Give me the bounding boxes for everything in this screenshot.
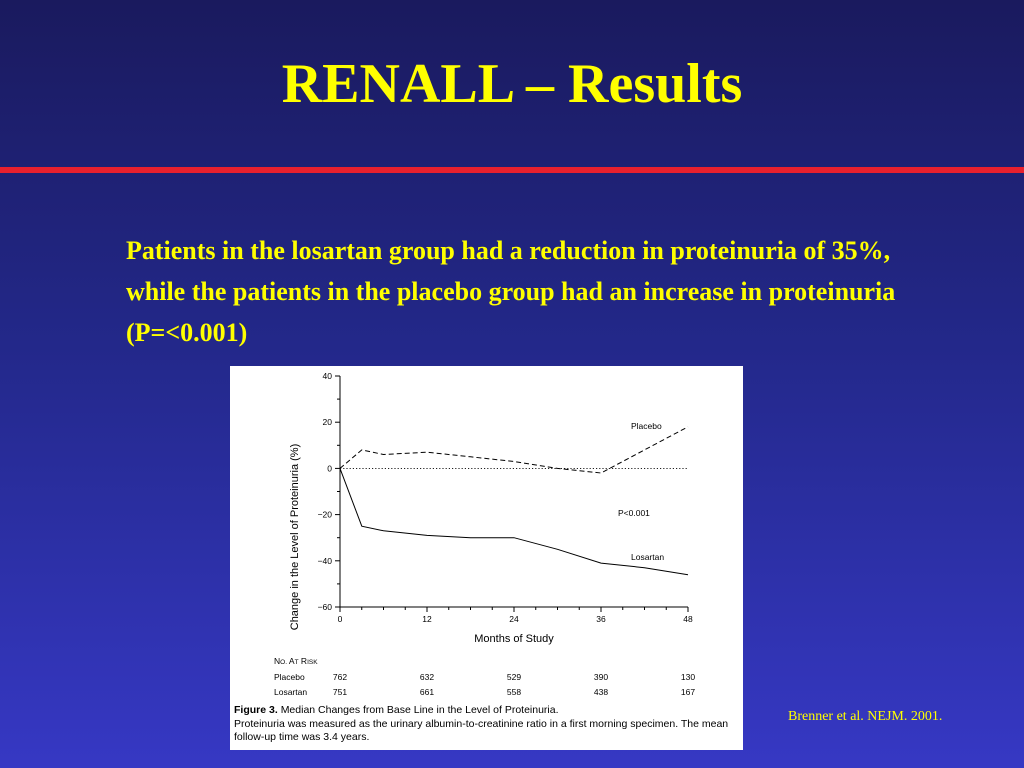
y-tick-label: −20: [318, 510, 333, 520]
placebo-series-line: [339, 426, 689, 474]
risk-table: Placebo 762 632 529 390 130 Losartan 751 661 558 4…: [274, 672, 695, 697]
x-tick-label: 12: [422, 614, 432, 624]
summary-text: Patients in the losartan group had a red…: [126, 236, 896, 347]
y-tick-label: 40: [323, 371, 333, 381]
losartan-legend-label: Losartan: [631, 552, 664, 562]
risk-cell: 390: [594, 672, 608, 682]
risk-cell: 762: [333, 672, 347, 682]
slide-title: RENALL – Results: [281, 53, 743, 115]
x-tick-label: 48: [683, 614, 693, 624]
risk-cell: 632: [420, 672, 434, 682]
x-tick-label: 36: [596, 614, 606, 624]
y-tick-label: 0: [327, 463, 332, 473]
figure-caption-title: Median Changes from Base Line in the Lev…: [280, 704, 559, 716]
citation: Brenner et al. NEJM. 2001.: [788, 709, 943, 724]
title-divider: [0, 167, 1024, 173]
risk-cell: 529: [507, 672, 521, 682]
risk-row-label: Placebo: [274, 672, 305, 682]
y-tick-label: 20: [323, 417, 333, 427]
risk-cell: 438: [594, 687, 608, 697]
risk-cell: 558: [507, 687, 521, 697]
risk-row-label: Losartan: [274, 687, 307, 697]
figure-caption-label: Figure 3.: [234, 704, 278, 716]
figure-caption-text: Proteinuria was measured as the urinary …: [234, 717, 729, 744]
x-tick-label: 0: [338, 614, 343, 624]
x-axis-label: Months of Study: [474, 633, 554, 645]
p-value-annotation: P<0.001: [618, 508, 650, 518]
risk-cell: 751: [333, 687, 347, 697]
figure-caption: Figure 3. Median Changes from Base Line …: [234, 704, 740, 745]
losartan-series-line: [339, 468, 689, 576]
x-tick-label: 24: [509, 614, 519, 624]
risk-cell: 167: [681, 687, 695, 697]
risk-table-header: NO. AT RISK: [274, 656, 318, 666]
y-tick-label: −60: [318, 602, 333, 612]
placebo-legend-label: Placebo: [631, 421, 662, 431]
risk-cell: 661: [420, 687, 434, 697]
series-layer: [339, 426, 689, 576]
y-tick-label: −40: [318, 556, 333, 566]
proteinuria-chart: 40 20 0 −20 −40 −60 0 12 24 36 48 Change in the Le…: [274, 371, 695, 697]
y-axis-label: Change in the Level of Proteinuria (%): [289, 444, 301, 631]
risk-cell: 130: [681, 672, 695, 682]
axes-layer: 40 20 0 −20 −40 −60 0 12 24 36 48: [318, 371, 693, 624]
figure-panel: 40 20 0 −20 −40 −60 0 12 24 36 48 Change in the Le…: [230, 366, 743, 750]
